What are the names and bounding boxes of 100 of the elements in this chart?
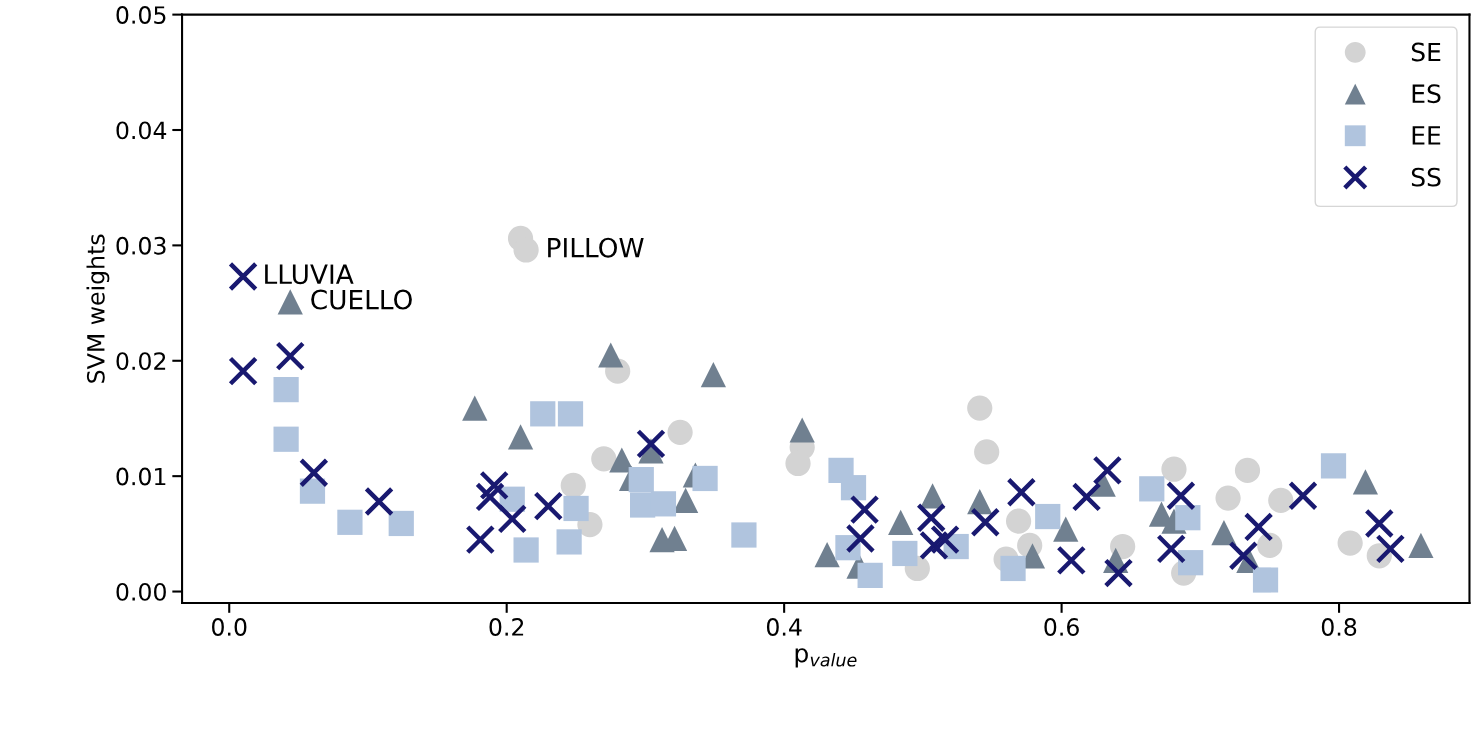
- legend-label: EE: [1412, 126, 1441, 145]
- point: [388, 510, 414, 537]
- legend-label: SE: [1411, 42, 1441, 62]
- point: [1375, 534, 1406, 564]
- point: [556, 529, 582, 555]
- point: [273, 377, 299, 403]
- point: [974, 439, 1000, 465]
- point: [845, 523, 876, 554]
- point: [591, 446, 617, 472]
- point: [1408, 532, 1434, 558]
- point: [530, 401, 556, 427]
- point: [563, 495, 589, 522]
- point: [273, 426, 299, 452]
- point: [1252, 567, 1279, 593]
- point: [1161, 456, 1187, 482]
- point: [513, 537, 539, 563]
- point: [507, 424, 534, 450]
- x-tick-label: 0.8: [1321, 618, 1357, 636]
- point: [636, 429, 666, 459]
- point: [1215, 485, 1241, 511]
- point: [840, 475, 867, 501]
- point: [1056, 545, 1087, 576]
- y-tick-label: 0.04: [116, 121, 167, 140]
- point: [1071, 482, 1102, 512]
- point: [475, 482, 505, 512]
- point: [1268, 487, 1294, 513]
- point: [1234, 457, 1261, 483]
- point: [465, 524, 496, 555]
- point: [1211, 520, 1237, 546]
- point: [967, 488, 993, 515]
- point: [1006, 477, 1037, 508]
- y-tick-label: 0.02: [116, 352, 166, 371]
- point: [513, 237, 539, 263]
- point: [497, 504, 528, 534]
- point: [598, 342, 624, 368]
- point: [789, 417, 815, 443]
- point: [1156, 534, 1187, 564]
- point: [1035, 503, 1061, 530]
- point: [1092, 455, 1123, 486]
- annotation: PILLOW: [548, 237, 644, 258]
- point: [228, 356, 258, 386]
- point: [967, 395, 993, 421]
- point: [1243, 512, 1274, 542]
- point: [731, 522, 757, 548]
- point: [919, 483, 946, 509]
- point: [667, 419, 693, 445]
- y-axis-title: SVM weights: [86, 234, 110, 383]
- point: [1337, 530, 1363, 556]
- point: [785, 450, 811, 477]
- point: [673, 487, 699, 513]
- point: [1228, 540, 1259, 571]
- point: [364, 486, 394, 517]
- point: [1000, 555, 1026, 582]
- point: [1364, 508, 1395, 539]
- legend-label: ES: [1412, 84, 1441, 104]
- point: [1103, 558, 1134, 588]
- point: [299, 457, 329, 488]
- point: [479, 470, 510, 501]
- point: [228, 261, 258, 292]
- point: [1320, 453, 1347, 479]
- point: [919, 530, 949, 561]
- x-axis-title: p$_{value}$: [795, 648, 857, 668]
- point: [930, 524, 960, 555]
- point: [533, 491, 564, 521]
- point: [1352, 469, 1379, 495]
- point: [1178, 550, 1204, 576]
- point: [1166, 480, 1196, 511]
- point: [277, 289, 303, 315]
- point: [857, 562, 883, 588]
- legend-label: SS: [1411, 167, 1441, 187]
- x-tick-label: 0.6: [1044, 618, 1079, 636]
- point: [650, 491, 677, 517]
- point: [849, 494, 880, 525]
- x-tick-label: 0.0: [212, 618, 247, 636]
- y-tick-label: 0.00: [116, 582, 166, 601]
- y-tick-label: 0.05: [116, 6, 166, 24]
- point: [275, 341, 306, 371]
- annotation: CUELLO: [311, 289, 412, 310]
- annotation: LLUVIA: [265, 264, 354, 285]
- point: [628, 467, 654, 493]
- point: [1175, 505, 1201, 531]
- point: [814, 542, 840, 568]
- point: [337, 509, 363, 535]
- y-tick-label: 0.01: [116, 467, 166, 486]
- point: [916, 502, 947, 533]
- point: [1257, 532, 1283, 558]
- point: [892, 540, 918, 567]
- point: [1053, 516, 1079, 542]
- point: [970, 507, 1001, 538]
- y-tick-label: 0.03: [116, 236, 166, 255]
- point: [557, 401, 584, 427]
- point: [560, 472, 586, 498]
- point: [692, 465, 718, 492]
- x-tick-label: 0.4: [766, 618, 802, 636]
- point: [462, 395, 488, 421]
- point: [700, 362, 727, 388]
- point: [1139, 476, 1165, 502]
- x-tick-label: 0.2: [489, 618, 524, 636]
- point: [888, 509, 914, 535]
- point: [1005, 508, 1032, 534]
